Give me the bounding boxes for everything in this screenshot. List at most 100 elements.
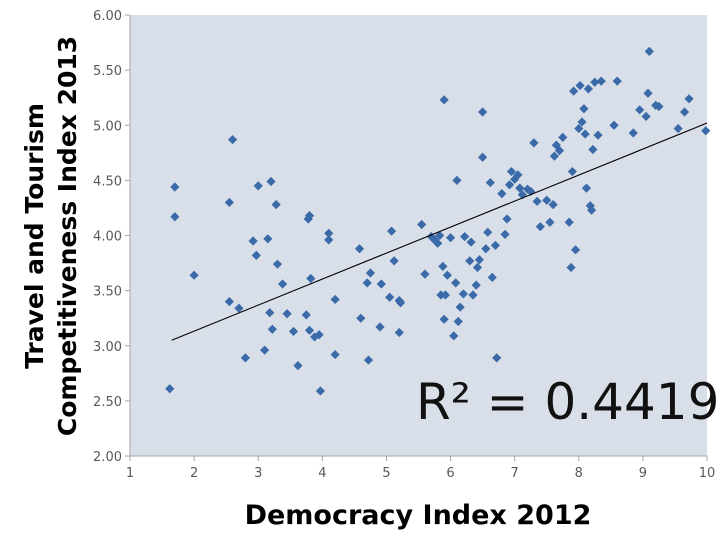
data-point xyxy=(517,190,527,200)
data-point xyxy=(580,129,590,139)
data-point xyxy=(483,227,493,237)
tick-labels: 1 2 3 4 5 6 7 8 9 10 2.00 2.50 3.00 3.50 4.00 4.50 5.00 5… xyxy=(93,9,715,481)
data-point xyxy=(673,123,683,134)
data-point xyxy=(386,226,397,236)
data-point xyxy=(549,151,560,161)
data-point xyxy=(420,269,430,279)
y-tick-label: 6.00 xyxy=(93,9,122,24)
data-point xyxy=(504,180,515,190)
data-point xyxy=(567,166,577,177)
data-point xyxy=(266,176,276,187)
data-point xyxy=(654,101,664,112)
data-point xyxy=(583,84,593,94)
plot-area xyxy=(130,15,707,456)
data-point xyxy=(260,345,270,355)
data-point xyxy=(455,302,465,312)
data-point xyxy=(609,120,619,130)
y-axis-title-line-2: Competitiveness Index 2013 xyxy=(53,36,82,436)
data-point xyxy=(588,144,598,155)
x-axis-title: Democracy Index 2012 xyxy=(245,500,592,531)
data-point xyxy=(170,212,180,222)
data-point xyxy=(265,308,275,318)
data-point xyxy=(558,132,568,142)
data-point xyxy=(234,303,244,313)
data-point xyxy=(165,384,175,394)
data-point xyxy=(574,123,584,134)
y-tick-label: 2.50 xyxy=(93,395,122,410)
data-point xyxy=(581,183,592,193)
data-point xyxy=(385,292,395,302)
data-point xyxy=(487,272,497,282)
data-point xyxy=(506,166,517,177)
data-point xyxy=(513,170,523,180)
data-point xyxy=(585,201,595,211)
data-point xyxy=(485,177,495,188)
data-point xyxy=(535,222,545,232)
data-point xyxy=(376,279,386,289)
data-point xyxy=(282,309,292,319)
data-point xyxy=(542,195,552,205)
y-tick-label: 5.50 xyxy=(93,64,122,79)
x-tick-label: 2 xyxy=(190,466,198,481)
data-point xyxy=(593,130,603,140)
data-point xyxy=(478,152,488,162)
x-tick-label: 10 xyxy=(699,466,716,481)
x-tick-label: 1 xyxy=(126,466,134,481)
data-point xyxy=(288,326,299,337)
data-points xyxy=(165,46,711,396)
data-point xyxy=(474,255,485,265)
data-point xyxy=(301,310,311,320)
data-point xyxy=(267,324,277,334)
data-point xyxy=(577,117,587,127)
data-point xyxy=(551,140,561,150)
data-point xyxy=(304,325,315,335)
data-point xyxy=(170,182,180,192)
data-point xyxy=(472,262,483,273)
trendline xyxy=(171,122,708,341)
data-point xyxy=(224,197,234,208)
data-point xyxy=(452,175,462,185)
data-point xyxy=(375,322,385,332)
x-tick-label: 3 xyxy=(254,466,262,481)
data-point xyxy=(500,229,510,239)
data-point xyxy=(564,217,574,227)
data-point xyxy=(569,86,579,96)
x-tick-label: 7 xyxy=(511,466,519,481)
data-point xyxy=(575,80,585,91)
data-point xyxy=(394,327,404,338)
y-tick-label: 3.50 xyxy=(93,285,122,300)
data-point xyxy=(363,355,374,365)
x-tick-label: 8 xyxy=(575,466,583,481)
data-point xyxy=(596,76,606,86)
data-point xyxy=(389,256,399,266)
data-point xyxy=(579,104,589,114)
y-tick-label: 4.00 xyxy=(93,230,122,245)
data-point xyxy=(354,244,365,254)
data-point xyxy=(451,278,461,288)
data-point xyxy=(481,244,491,254)
data-point xyxy=(641,111,651,122)
data-point xyxy=(679,107,690,117)
data-point xyxy=(458,289,468,299)
data-point xyxy=(453,316,463,327)
x-tick-label: 5 xyxy=(382,466,390,481)
data-point xyxy=(224,297,234,307)
data-point xyxy=(449,331,459,341)
y-tick-label: 4.50 xyxy=(93,174,122,189)
x-tick-label: 9 xyxy=(639,466,647,481)
data-point xyxy=(440,290,451,300)
data-point xyxy=(554,146,565,156)
data-point xyxy=(468,290,478,300)
data-point xyxy=(330,349,340,360)
y-tick-label: 5.00 xyxy=(93,119,122,134)
data-point xyxy=(439,314,449,324)
data-point xyxy=(395,298,406,308)
y-axis-title-line-1: Travel and Tourism xyxy=(20,103,49,369)
data-point xyxy=(438,261,448,271)
data-point xyxy=(628,128,638,138)
data-point xyxy=(189,270,199,280)
data-point xyxy=(684,94,694,104)
data-point xyxy=(227,134,238,145)
